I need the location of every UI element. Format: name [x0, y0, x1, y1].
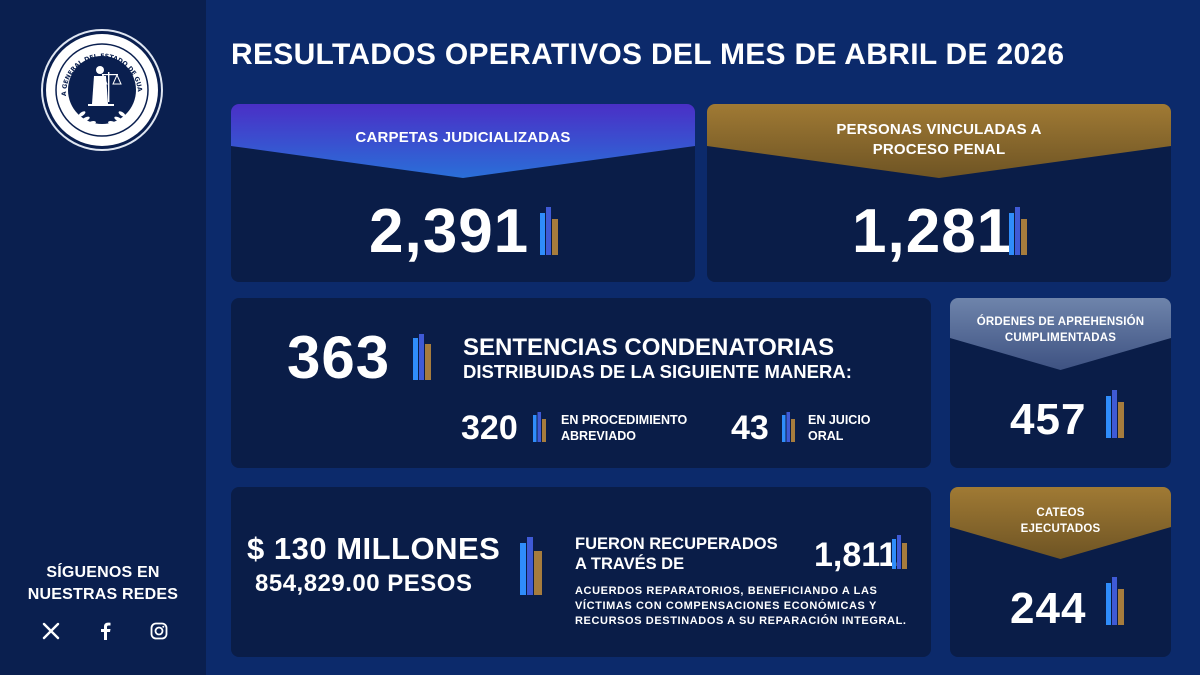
- instagram-icon[interactable]: [146, 618, 172, 644]
- card-vinculadas: PERSONAS VINCULADAS A PROCESO PENAL 1,28…: [707, 104, 1171, 282]
- card-cateos: CATEOS EJECUTADOS 244: [950, 487, 1171, 657]
- card-ordenes: ÓRDENES DE APREHENSIÓN CUMPLIMENTADAS 45…: [950, 298, 1171, 468]
- abreviado-value: 320: [461, 409, 518, 447]
- oral-label: EN JUICIO ORAL: [808, 412, 871, 444]
- bars-icon: [782, 412, 796, 442]
- oral-value: 43: [731, 409, 769, 447]
- recuperado-desc-line3: RECURSOS DESTINADOS A SU REPARACIÓN INTE…: [575, 615, 907, 627]
- bars-icon: [1106, 577, 1126, 625]
- page-title: RESULTADOS OPERATIVOS DEL MES DE ABRIL D…: [231, 38, 1065, 71]
- cateos-value: 244: [1010, 584, 1087, 633]
- abreviado-label-line1: EN PROCEDIMIENTO: [561, 413, 688, 427]
- recuperado-desc-line2: VÍCTIMAS CON COMPENSACIONES ECONÓMICAS Y: [575, 600, 877, 612]
- sentencias-subtitle: DISTRIBUIDAS DE LA SIGUIENTE MANERA:: [463, 361, 852, 382]
- bars-icon: [540, 207, 562, 255]
- bars-icon: [413, 334, 435, 380]
- banner-ordenes: [950, 298, 1171, 372]
- ordenes-label: ÓRDENES DE APREHENSIÓN CUMPLIMENTADAS: [950, 314, 1171, 346]
- carpetas-label: CARPETAS JUDICIALIZADAS: [355, 129, 571, 146]
- fiscalia-logo: FISCALÍA GENERAL DEL ESTADO DE GUANAJUAT…: [46, 34, 158, 146]
- recuperado-title-line2: A TRAVÉS DE: [575, 555, 685, 573]
- x-icon[interactable]: [38, 618, 64, 644]
- ordenes-label-line1: ÓRDENES DE APREHENSIÓN: [976, 316, 1145, 328]
- carpetas-value: 2,391: [369, 197, 530, 266]
- recuperado-title: FUERON RECUPERADOS A TRAVÉS DE: [575, 534, 778, 574]
- banner-carpetas: [231, 104, 695, 178]
- cateos-label: CATEOS EJECUTADOS: [950, 505, 1171, 537]
- recuperado-value: 1,811: [814, 536, 898, 574]
- vinculadas-label: PERSONAS VINCULADAS A PROCESO PENAL: [707, 120, 1171, 160]
- bars-icon: [1009, 207, 1031, 255]
- abreviado-label: EN PROCEDIMIENTO ABREVIADO: [561, 412, 687, 444]
- social-icons: [38, 618, 172, 644]
- vinculadas-value: 1,281: [852, 197, 1013, 266]
- sentencias-title: SENTENCIAS CONDENATORIAS: [463, 334, 835, 361]
- cateos-label-line1: CATEOS: [1036, 507, 1085, 519]
- ordenes-value: 457: [1010, 395, 1087, 444]
- bars-icon: [892, 535, 908, 569]
- cateos-label-line2: EJECUTADOS: [1020, 523, 1101, 535]
- recuperado-title-line1: FUERON RECUPERADOS: [575, 535, 778, 553]
- card-carpetas: CARPETAS JUDICIALIZADAS 2,391: [231, 104, 695, 282]
- sidebar: FISCALÍA GENERAL DEL ESTADO DE GUANAJUAT…: [0, 0, 206, 675]
- social-title: SÍGUENOS EN NUESTRAS REDES: [27, 564, 179, 603]
- oral-label-line2: ORAL: [808, 429, 844, 443]
- banner-cateos: [950, 487, 1171, 561]
- banner-vinculadas: [707, 104, 1171, 178]
- bars-icon: [1106, 390, 1126, 438]
- sentencias-value: 363: [287, 324, 391, 391]
- vinculadas-label-line1: PERSONAS VINCULADAS A: [836, 121, 1042, 138]
- recuperado-desc-line1: ACUERDOS REPARATORIOS, BENEFICIANDO A LA…: [575, 585, 878, 597]
- facebook-icon[interactable]: [92, 618, 118, 644]
- recuperado-amount: $ 130 MILLONES: [247, 531, 501, 566]
- bars-icon: [520, 537, 546, 595]
- oral-label-line1: EN JUICIO: [808, 413, 871, 427]
- abreviado-label-line2: ABREVIADO: [561, 429, 637, 443]
- recuperado-amount-detail: 854,829.00 PESOS: [255, 570, 473, 597]
- vinculadas-label-line2: PROCESO PENAL: [872, 141, 1006, 158]
- recuperado-description: ACUERDOS REPARATORIOS, BENEFICIANDO A LA…: [575, 584, 907, 629]
- card-recuperado: $ 130 MILLONES 854,829.00 PESOS FUERON R…: [231, 487, 931, 657]
- bars-icon: [533, 412, 547, 442]
- ordenes-label-line2: CUMPLIMENTADAS: [1004, 332, 1117, 344]
- card-sentencias: 363 SENTENCIAS CONDENATORIAS DISTRIBUIDA…: [231, 298, 931, 468]
